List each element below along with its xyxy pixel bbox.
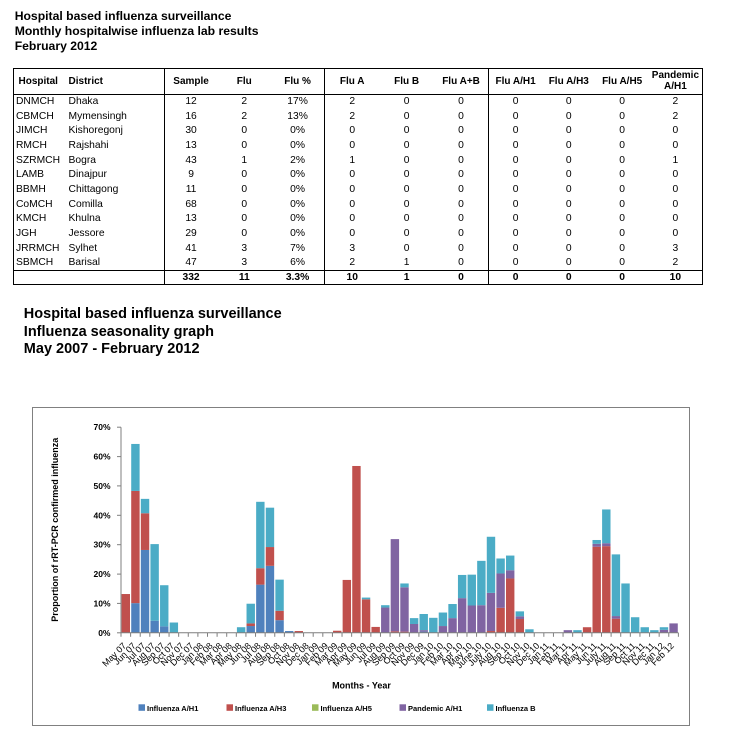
svg-text:40%: 40% xyxy=(93,510,110,520)
svg-text:Influenza A/H1: Influenza A/H1 xyxy=(147,704,198,713)
svg-text:0%: 0% xyxy=(98,628,111,638)
svg-text:Proportion of rRT-PCR confirme: Proportion of rRT-PCR confirmed influenz… xyxy=(50,437,60,622)
svg-text:20%: 20% xyxy=(93,569,110,579)
svg-text:10%: 10% xyxy=(93,598,110,608)
svg-text:50%: 50% xyxy=(93,481,110,491)
svg-text:Influenza A/H5: Influenza A/H5 xyxy=(321,704,372,713)
svg-text:70%: 70% xyxy=(93,422,110,432)
svg-text:Months - Year: Months - Year xyxy=(332,681,391,691)
svg-text:Influenza A/H3: Influenza A/H3 xyxy=(235,704,286,713)
svg-text:60%: 60% xyxy=(93,452,110,462)
svg-text:Pandemic A/H1: Pandemic A/H1 xyxy=(408,704,462,713)
svg-text:Influenza B: Influenza B xyxy=(496,704,537,713)
svg-text:30%: 30% xyxy=(93,540,110,550)
